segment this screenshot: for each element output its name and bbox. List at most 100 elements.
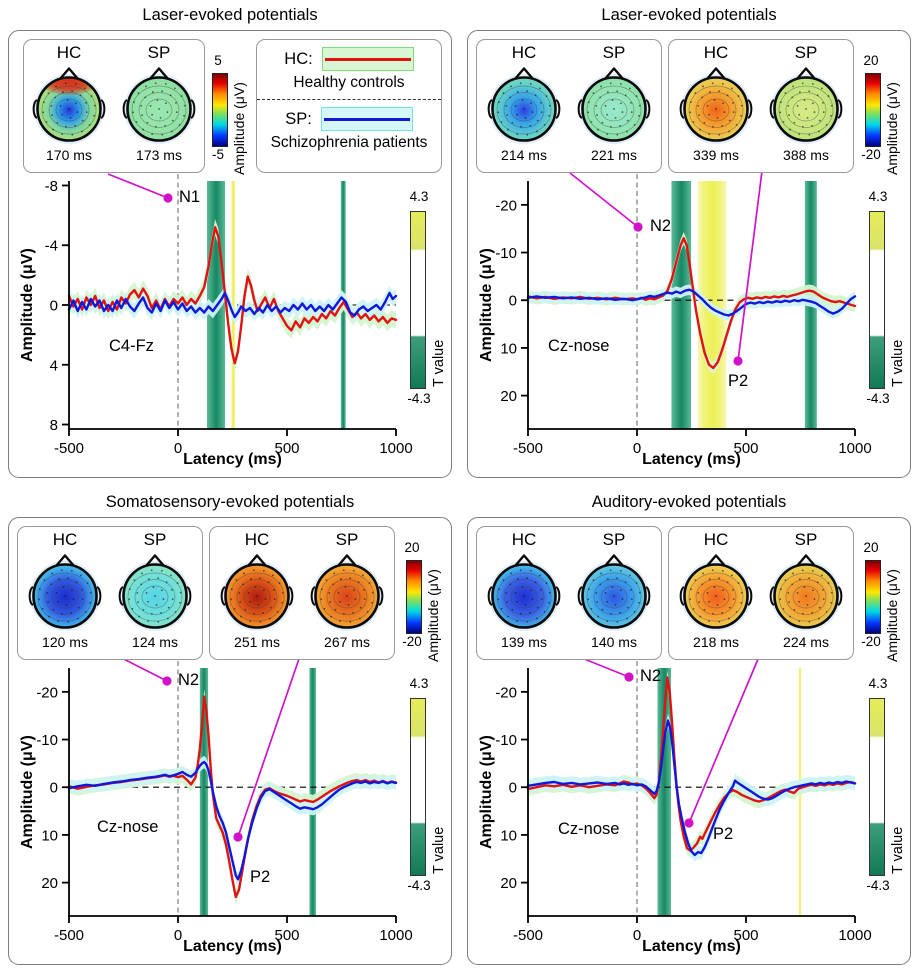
topo-slot: HC 339 ms xyxy=(673,40,760,172)
channel-label: Cz-nose xyxy=(97,818,159,836)
group-label-sp: SP xyxy=(602,530,626,549)
svg-text:-20: -20 xyxy=(495,197,517,214)
tvalue-bar xyxy=(410,698,426,876)
latency-caption: 170 ms xyxy=(46,147,92,163)
svg-text:0: 0 xyxy=(174,927,182,944)
topo-inset-n2: HC 214 ms SP 221 ms xyxy=(476,39,662,173)
tvalue-colorbar: 4.3 -4.3 T value xyxy=(405,189,455,429)
group-label-hc: HC xyxy=(56,43,82,62)
amplitude-colorbar: 5 -5 Amplitude (μV) xyxy=(207,51,261,181)
legend-row-hc: HC: xyxy=(257,47,441,71)
group-label-hc: HC xyxy=(244,530,270,549)
legend-divider xyxy=(257,99,441,100)
svg-text:0: 0 xyxy=(633,440,641,457)
jet-colorbar xyxy=(212,73,228,147)
panel-title: Auditory-evoked potentials xyxy=(591,493,787,511)
x-axis-label: Latency (ms) xyxy=(642,938,741,955)
topo-inset: HC 170 ms SP 173 ms xyxy=(23,39,205,173)
svg-text:500: 500 xyxy=(274,440,299,457)
topo-head-svg xyxy=(118,554,192,631)
colorbar-label: Amplitude (μV) xyxy=(884,569,900,662)
svg-text:-8: -8 xyxy=(45,178,58,195)
topo-head-svg xyxy=(679,554,753,631)
topomap-sp xyxy=(572,62,656,150)
topomap-hc xyxy=(674,549,758,637)
panel-auditory: -20 -10 0 10 20 -500 0 500 1000 HC 139 ms SP 140… xyxy=(467,517,911,965)
svg-text:1000: 1000 xyxy=(379,927,412,944)
erp-chart: -20 -10 0 10 20 -500 0 500 1000 xyxy=(495,170,872,457)
erp-chart: -20 -10 0 10 20 -500 0 500 1000 xyxy=(36,649,413,944)
peak-label-p2: P2 xyxy=(713,825,734,843)
group-label-sp: SP xyxy=(602,43,626,62)
tvalue-max: 4.3 xyxy=(868,676,888,691)
tvalue-min: -4.3 xyxy=(407,878,431,893)
topo-slot: HC 139 ms xyxy=(481,527,568,659)
y-axis-label: Amplitude (μV) xyxy=(19,248,36,362)
tvalue-label: T value xyxy=(890,826,906,874)
legend-desc-hc: Healthy controls xyxy=(293,74,405,91)
panel-title: Laser-evoked potentials xyxy=(142,6,318,24)
latency-caption: 139 ms xyxy=(501,634,547,650)
colorbar-min: -20 xyxy=(402,634,422,649)
jet-colorbar xyxy=(406,560,422,634)
topo-slot: SP 388 ms xyxy=(763,40,850,172)
colorbar-min: -20 xyxy=(861,147,881,162)
colorbar-label: Amplitude (μV) xyxy=(425,569,441,662)
y-axis-label: Amplitude (μV) xyxy=(478,248,495,362)
svg-text:-500: -500 xyxy=(513,927,543,944)
svg-text:20: 20 xyxy=(500,388,517,405)
latency-caption: 388 ms xyxy=(783,147,829,163)
svg-text:-10: -10 xyxy=(495,732,517,749)
colorbar-label: Amplitude (μV) xyxy=(231,82,247,175)
jet-colorbar xyxy=(865,560,881,634)
panel-title: Laser-evoked potentials xyxy=(601,6,777,24)
latency-caption: 173 ms xyxy=(136,147,182,163)
topo-head-svg xyxy=(769,67,843,144)
tvalue-colorbar: 4.3 -4.3 T value xyxy=(864,189,914,429)
group-label-hc: HC xyxy=(703,530,729,549)
latency-caption: 214 ms xyxy=(501,147,547,163)
peak-label-p2: P2 xyxy=(728,372,749,390)
tvalue-label: T value xyxy=(431,826,447,874)
peak-label-n2: N2 xyxy=(640,667,662,685)
topo-inset-p2: HC 218 ms SP 224 ms xyxy=(668,526,854,660)
topomap-hc xyxy=(674,62,758,150)
svg-text:4: 4 xyxy=(50,357,58,374)
group-label-hc: HC xyxy=(511,43,537,62)
svg-text:500: 500 xyxy=(733,440,758,457)
topo-head-svg xyxy=(487,67,561,144)
channel-label: Cz-nose xyxy=(548,337,610,355)
amplitude-colorbar: 20 -20 Amplitude (μV) xyxy=(401,538,455,668)
svg-text:20: 20 xyxy=(500,875,517,892)
legend-key-hc: HC: xyxy=(284,49,313,68)
peak-label-n2: N2 xyxy=(650,217,672,235)
topo-head-svg xyxy=(220,554,294,631)
tvalue-label: T value xyxy=(431,339,447,387)
colorbar-label: Amplitude (μV) xyxy=(884,82,900,175)
svg-text:8: 8 xyxy=(50,417,58,434)
topomap-sp xyxy=(305,549,389,637)
topo-head-svg xyxy=(28,554,102,631)
panel-laser-c4fz: -8 -4 0 4 8 -500 0 500 1000 HC 170 ms SP 173 ms … xyxy=(8,30,452,478)
group-label-sp: SP xyxy=(794,530,818,549)
svg-text:-10: -10 xyxy=(36,732,58,749)
latency-caption: 339 ms xyxy=(693,147,739,163)
topo-head-svg xyxy=(769,554,843,631)
topo-head-svg xyxy=(679,67,753,144)
topo-slot: HC 218 ms xyxy=(673,527,760,659)
tvalue-min: -4.3 xyxy=(866,391,890,406)
legend-key-sp: SP: xyxy=(285,109,312,128)
tvalue-label: T value xyxy=(890,339,906,387)
topo-slot: SP 124 ms xyxy=(112,527,199,659)
svg-text:-4: -4 xyxy=(45,238,58,255)
svg-text:-20: -20 xyxy=(36,684,58,701)
colorbar-max: 5 xyxy=(214,53,222,68)
svg-text:0: 0 xyxy=(509,780,517,797)
svg-text:0: 0 xyxy=(50,780,58,797)
topo-inset-p2: HC 339 ms SP 388 ms xyxy=(668,39,854,173)
topo-head-svg xyxy=(122,67,196,144)
x-axis-label: Latency (ms) xyxy=(183,451,282,468)
topomap-sp xyxy=(113,549,197,637)
topo-inset-p2: HC 251 ms SP 267 ms xyxy=(209,526,395,660)
